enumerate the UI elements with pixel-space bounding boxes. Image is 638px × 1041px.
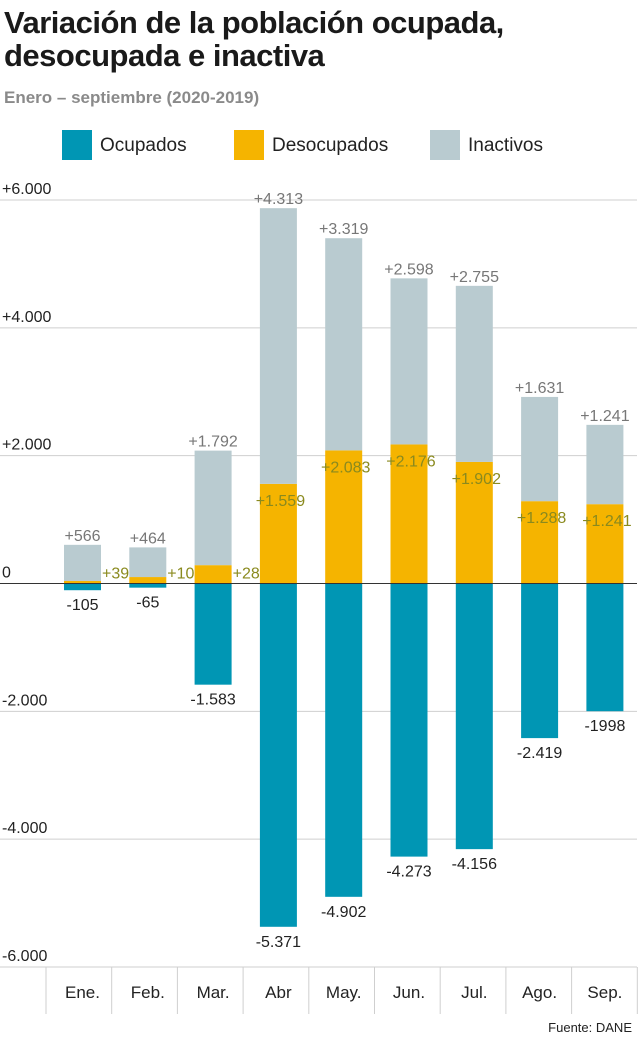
bar-desocupados [129,577,167,584]
data-label-desocupados: +1.902 [452,471,501,488]
data-label-desocupados: +287 [233,566,269,583]
bar-desocupados [194,565,232,584]
y-tick-label: -6.000 [2,948,47,965]
bar-ocupados [521,583,559,739]
legend-label-desocupados: Desocupados [272,135,389,156]
data-label-desocupados: +2.083 [321,459,370,476]
bar-desocupados [259,483,297,584]
chart-title: Variación de la población ocupada, desoc… [4,5,504,73]
data-label-desocupados: +39 [102,566,129,583]
bar-inactivos [129,547,167,578]
y-tick-label: +4.000 [2,309,51,326]
bar-desocupados [455,461,493,584]
bar-inactivos [390,278,428,445]
x-tick-label: Ago. [522,983,557,1002]
data-label-inactivos: +2.755 [450,269,499,286]
x-tick-label: Abr [265,983,292,1002]
y-tick-label: +6.000 [2,181,51,198]
bar-desocupados [586,504,624,584]
data-label-ocupados: -105 [66,597,98,614]
source-note: Fuente: DANE [548,1020,632,1035]
x-tick-label: Jul. [461,983,487,1002]
bar-ocupados [586,583,624,712]
data-label-desocupados: +101 [167,566,203,583]
bar-inactivos [194,450,232,566]
y-tick-label: +2.000 [2,437,51,454]
data-label-inactivos: +2.598 [384,261,433,278]
y-tick-label: 0 [2,565,11,582]
data-label-ocupados: -1998 [584,718,625,735]
data-label-ocupados: -1.583 [190,692,235,709]
legend-swatch-inactivos [430,130,460,160]
bar-inactivos [325,238,363,451]
data-label-inactivos: +566 [64,528,100,545]
bar-inactivos [64,544,101,582]
bar-ocupados [129,583,167,588]
data-label-inactivos: +3.319 [319,221,368,238]
bar-ocupados [455,583,493,850]
y-tick-label: -2.000 [2,692,47,709]
x-tick-label: Mar. [197,983,230,1002]
data-label-desocupados: +1.288 [517,510,566,527]
data-label-ocupados: -4.273 [386,864,431,881]
bar-desocupados [521,501,559,584]
data-label-desocupados: +1.241 [582,513,631,530]
x-tick-label: Jun. [393,983,425,1002]
x-tick-label: Sep. [587,983,622,1002]
bar-ocupados [390,583,428,857]
chart-subtitle: Enero – septiembre (2020-2019) [4,88,260,107]
bar-ocupados [194,583,232,685]
bar-inactivos [521,396,559,502]
bar-ocupados [64,583,101,591]
data-label-ocupados: -2.419 [517,745,562,762]
data-label-inactivos: +4.313 [254,191,303,208]
bar-ocupados [259,583,297,927]
bar-inactivos [455,285,493,462]
data-label-inactivos: +1.631 [515,380,564,397]
legend-swatch-ocupados [62,130,92,160]
data-label-ocupados: -4.156 [452,856,497,873]
bar-inactivos [586,424,624,505]
data-label-inactivos: +464 [130,530,166,547]
data-label-ocupados: -65 [136,595,159,612]
legend-label-ocupados: Ocupados [100,135,187,156]
data-label-desocupados: +1.559 [256,493,305,510]
x-tick-label: Ene. [65,983,100,1002]
x-tick-label: May. [326,983,362,1002]
bar-ocupados [325,583,363,897]
legend-label-inactivos: Inactivos [468,135,543,156]
bar-desocupados [325,450,363,584]
data-label-desocupados: +2.176 [386,453,435,470]
bar-inactivos [259,208,297,484]
data-label-inactivos: +1.241 [580,408,629,425]
bar-desocupados [64,581,101,584]
data-label-ocupados: -5.371 [256,934,301,951]
legend-swatch-desocupados [234,130,264,160]
y-tick-label: -4.000 [2,820,47,837]
data-label-inactivos: +1.792 [188,434,237,451]
bar-desocupados [390,444,428,584]
data-label-ocupados: -4.902 [321,904,366,921]
x-tick-label: Feb. [131,983,165,1002]
